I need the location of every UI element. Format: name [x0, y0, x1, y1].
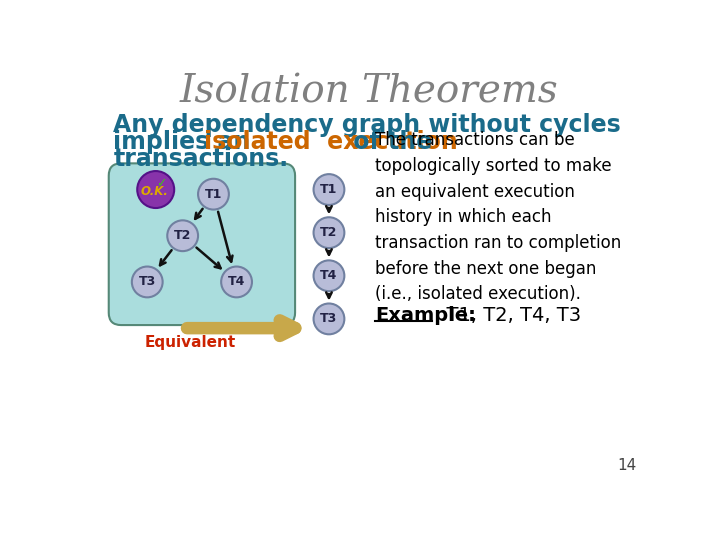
- Circle shape: [132, 267, 163, 298]
- Text: Example:: Example:: [375, 306, 476, 325]
- Circle shape: [167, 220, 198, 251]
- Text: T4: T4: [320, 269, 338, 282]
- Text: T1: T1: [204, 188, 222, 201]
- Text: O.K.: O.K.: [140, 185, 168, 198]
- Circle shape: [314, 303, 344, 334]
- FancyBboxPatch shape: [109, 164, 295, 325]
- Circle shape: [314, 174, 344, 205]
- Text: T1: T1: [320, 183, 338, 196]
- Text: ✓: ✓: [157, 177, 167, 190]
- Text: T4: T4: [228, 275, 246, 288]
- Text: T3: T3: [320, 313, 338, 326]
- Text: Equivalent: Equivalent: [144, 334, 235, 349]
- Text: of the: of the: [345, 130, 433, 154]
- Text: implies an: implies an: [113, 130, 259, 154]
- Text: transactions.: transactions.: [113, 147, 289, 171]
- Text: Any dependency graph without cycles: Any dependency graph without cycles: [113, 113, 621, 137]
- Text: T2: T2: [174, 230, 192, 242]
- Text: T1, T2, T4, T3: T1, T2, T4, T3: [433, 306, 581, 325]
- Text: The transactions can be
topologically sorted to make
an equivalent execution
his: The transactions can be topologically so…: [375, 131, 621, 303]
- Text: T3: T3: [139, 275, 156, 288]
- Text: isolated  execution: isolated execution: [204, 130, 458, 154]
- Circle shape: [314, 217, 344, 248]
- Circle shape: [198, 179, 229, 210]
- Text: T2: T2: [320, 226, 338, 239]
- Circle shape: [221, 267, 252, 298]
- Text: Isolation Theorems: Isolation Theorems: [179, 73, 559, 110]
- Text: 14: 14: [618, 458, 637, 473]
- Circle shape: [138, 171, 174, 208]
- Circle shape: [314, 260, 344, 291]
